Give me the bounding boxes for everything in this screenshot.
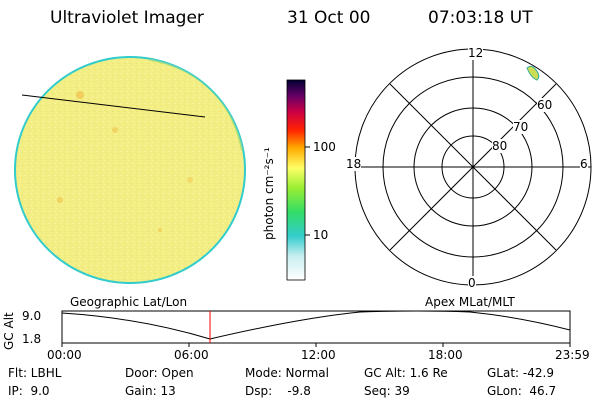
colorbar-unit-label: photon cm⁻²s⁻¹ <box>262 147 276 240</box>
timeline-right-title: Apex MLat/MLT <box>425 295 515 309</box>
info-glon: GLon: 46.7 <box>487 384 557 398</box>
mlt-label-0: 0 <box>468 276 476 290</box>
auroral-patch <box>526 65 540 81</box>
info-mode: Mode: Normal <box>245 366 329 380</box>
info-seq: Seq: 39 <box>364 384 410 398</box>
mlt-label-18: 18 <box>346 157 362 171</box>
date-label: 31 Oct 00 <box>287 8 371 28</box>
polar-plot <box>354 48 592 286</box>
timeline-plot <box>61 310 571 347</box>
timeline-tick-2359: 23:59 <box>555 348 590 362</box>
mlt-label-12: 12 <box>468 46 484 60</box>
timeline-ylabel: GC Alt <box>2 312 16 350</box>
timeline-tick-1200: 12:00 <box>301 348 336 362</box>
info-dsp: Dsp: -9.8 <box>245 384 311 398</box>
colorbar-tick-10: 10 <box>313 228 329 242</box>
info-door: Door: Open <box>125 366 194 380</box>
info-gc-alt: GC Alt: 1.6 Re <box>364 366 448 380</box>
timeline-tick-1800: 18:00 <box>428 348 463 362</box>
timeline-ytick-1-8: 1.8 <box>22 332 42 346</box>
scan-line <box>21 94 206 118</box>
info-ip: IP: 9.0 <box>8 384 50 398</box>
time-label: 07:03:18 UT <box>428 8 533 28</box>
instrument-title: Ultraviolet Imager <box>50 8 204 28</box>
mlt-label-6: 6 <box>580 157 588 171</box>
lat-label-70: 70 <box>513 120 529 134</box>
timeline-tick-0600: 06:00 <box>174 348 209 362</box>
info-glat: GLat: -42.9 <box>487 366 554 380</box>
lat-label-60: 60 <box>537 98 553 112</box>
colorbar-tick-100: 100 <box>313 140 336 154</box>
colorbar <box>286 79 310 281</box>
timeline-ytick-9: 9.0 <box>22 309 42 323</box>
lat-label-80: 80 <box>492 139 508 153</box>
timeline-tick-0000: 00:00 <box>47 348 82 362</box>
info-gain: Gain: 13 <box>125 384 176 398</box>
earth-disk-image <box>14 56 246 284</box>
timeline-left-title: Geographic Lat/Lon <box>70 295 188 309</box>
info-filter: Flt: LBHL <box>8 366 62 380</box>
